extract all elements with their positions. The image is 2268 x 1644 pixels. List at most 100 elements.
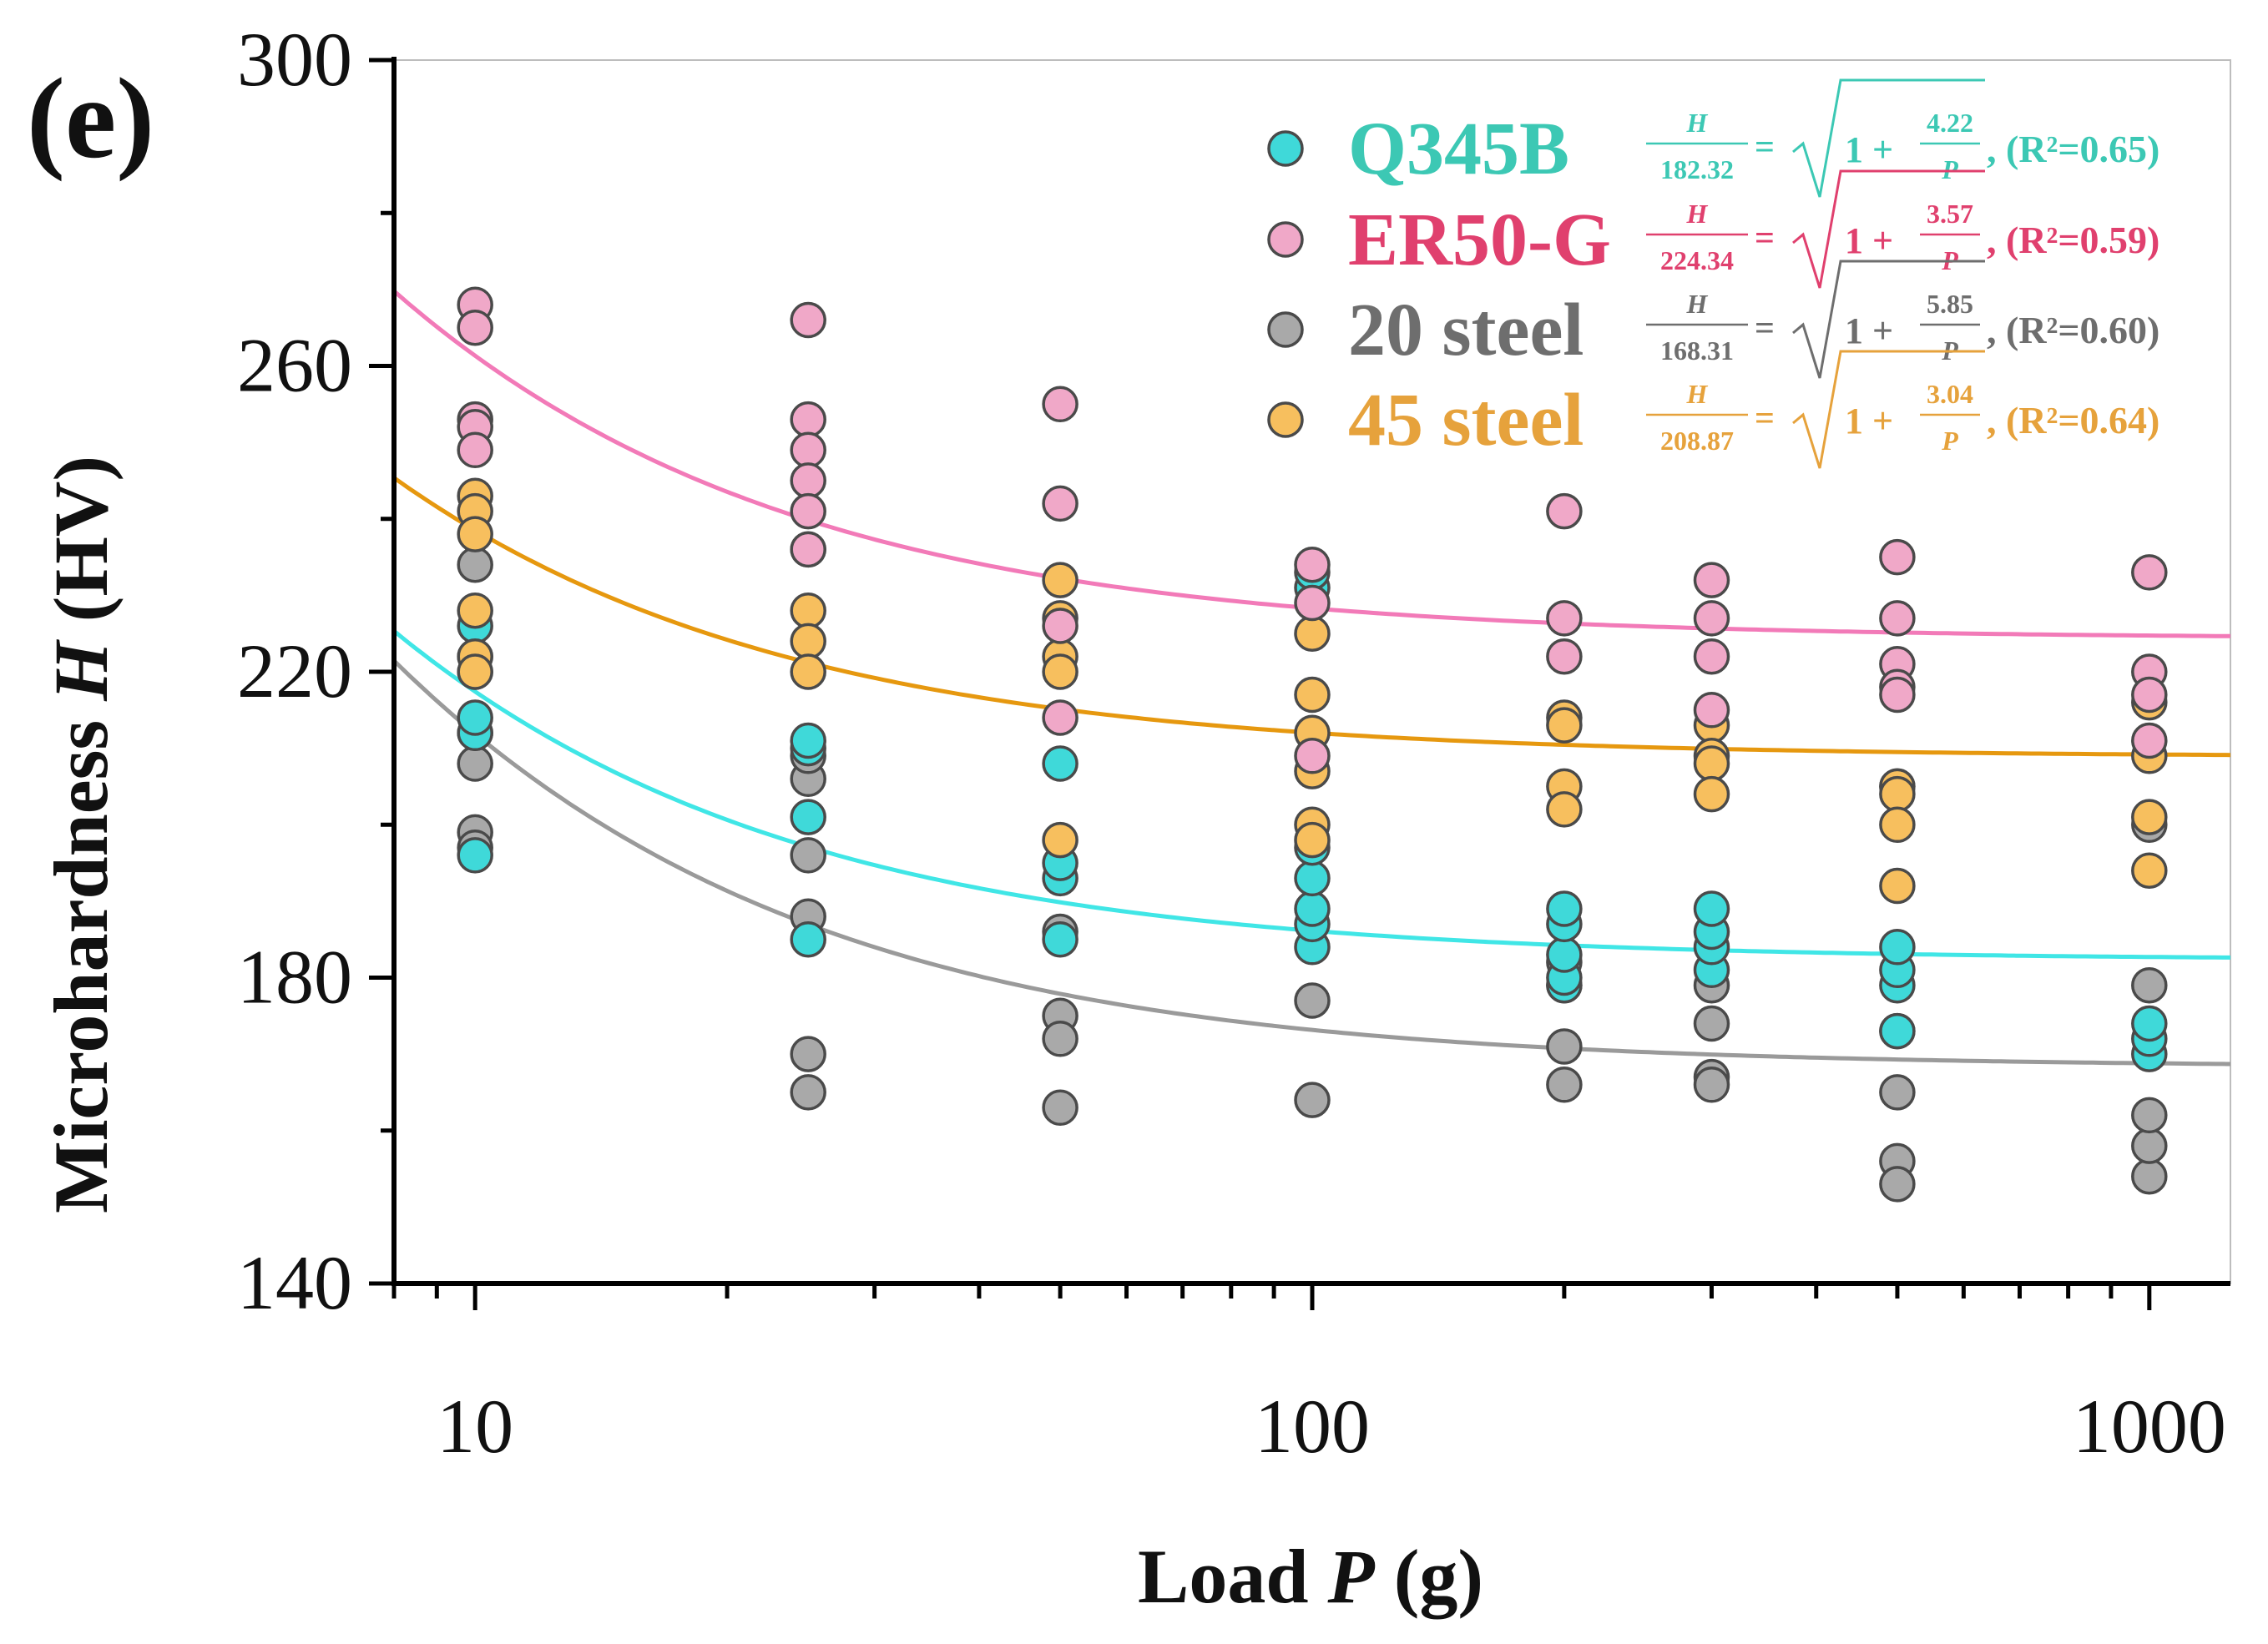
- data-point-20-steel: [1294, 1082, 1331, 1118]
- legend-label-er50-g: ER50-G: [1348, 199, 1611, 281]
- data-point-er50-g: [1879, 600, 1916, 637]
- legend-marker-er50-g: [1267, 221, 1304, 258]
- data-point-20-steel: [457, 546, 493, 583]
- data-point-45-steel: [1693, 775, 1730, 813]
- y-axis-label-unit: (HV): [38, 456, 124, 641]
- data-point-q345b: [790, 722, 826, 759]
- equation-equals: =: [1755, 310, 1775, 348]
- data-point-er50-g: [790, 431, 826, 469]
- equation-one-plus: 1 +: [1845, 220, 1893, 261]
- data-point-er50-g: [790, 492, 826, 530]
- equation-numerator: H: [1686, 289, 1709, 319]
- equation-load-variable: P: [1941, 154, 1958, 184]
- data-point-er50-g: [1294, 738, 1331, 774]
- y-tick-label: 300: [237, 17, 352, 102]
- data-point-45-steel: [457, 516, 493, 552]
- data-point-45-steel: [790, 653, 826, 690]
- legend-marker-45-steel: [1267, 401, 1304, 438]
- data-point-20-steel: [1546, 1067, 1583, 1103]
- data-point-20-steel: [457, 745, 493, 782]
- x-axis-label-variable: P: [1327, 1534, 1376, 1619]
- legend-equation-q345b: H 182.32 = 1 + 4.22 P , (R²=0.65): [1646, 78, 2159, 198]
- data-point-q345b: [1294, 860, 1331, 897]
- y-tick-label: 220: [237, 628, 352, 714]
- equation-sqrt-sign: [1792, 260, 1985, 379]
- panel-label: (e): [27, 54, 154, 182]
- data-point-20-steel: [2131, 1097, 2168, 1134]
- data-point-q345b: [1294, 890, 1331, 927]
- data-point-er50-g: [2131, 676, 2168, 714]
- data-point-er50-g: [1294, 546, 1331, 583]
- x-tick-label: 10: [437, 1384, 513, 1469]
- y-tick-label: 260: [237, 323, 352, 408]
- data-point-45-steel: [1546, 707, 1583, 744]
- data-point-20-steel: [1294, 982, 1331, 1019]
- data-point-q345b: [1879, 929, 1916, 966]
- equation-r-squared: , (R²=0.59): [1987, 219, 2159, 261]
- data-point-20-steel: [790, 1036, 826, 1072]
- data-point-er50-g: [1546, 638, 1583, 675]
- data-point-45-steel: [1042, 653, 1078, 690]
- equation-r-squared: , (R²=0.64): [1987, 399, 2159, 441]
- data-point-20-steel: [1879, 1074, 1916, 1111]
- data-point-er50-g: [790, 462, 826, 499]
- data-point-er50-g: [1042, 699, 1078, 736]
- data-point-er50-g: [790, 301, 826, 339]
- equation-sqrt-sign: [1792, 78, 1985, 198]
- equation-coefficient: 5.85: [1927, 289, 1973, 319]
- data-point-er50-g: [1546, 492, 1583, 530]
- data-point-20-steel: [1042, 1089, 1078, 1127]
- equation-one-plus: 1 +: [1845, 129, 1893, 170]
- data-point-er50-g: [1693, 600, 1730, 637]
- y-tick-label: 140: [237, 1240, 352, 1325]
- data-point-45-steel: [1294, 821, 1331, 859]
- equation-coefficient: 3.04: [1927, 379, 1973, 409]
- data-point-20-steel: [1546, 1028, 1583, 1065]
- data-point-45-steel: [2131, 852, 2168, 889]
- data-point-20-steel: [2131, 966, 2168, 1004]
- equation-equals: =: [1755, 400, 1775, 438]
- data-point-er50-g: [1546, 600, 1583, 637]
- data-point-er50-g: [790, 401, 826, 438]
- data-point-er50-g: [457, 309, 493, 346]
- equation-numerator: H: [1686, 199, 1709, 229]
- data-point-q345b: [2131, 1005, 2168, 1042]
- equation-denominator: 182.32: [1660, 154, 1734, 184]
- legend-marker-20-steel: [1267, 311, 1304, 348]
- data-point-er50-g: [1042, 485, 1078, 522]
- data-point-20-steel: [1693, 1067, 1730, 1103]
- equation-r-squared: , (R²=0.65): [1987, 128, 2159, 170]
- data-point-45-steel: [1693, 745, 1730, 782]
- fit-curve-20-steel: [392, 658, 2231, 1067]
- x-tick-label: 100: [1255, 1384, 1370, 1469]
- equation-numerator: H: [1686, 379, 1709, 409]
- data-point-q345b: [1546, 936, 1583, 973]
- y-tick-label: 180: [237, 935, 352, 1020]
- data-point-er50-g: [2131, 722, 2168, 759]
- data-point-20-steel: [790, 837, 826, 874]
- data-point-45-steel: [2131, 799, 2168, 835]
- equation-denominator: 224.34: [1660, 245, 1734, 275]
- equation-one-plus: 1 +: [1845, 310, 1893, 351]
- data-point-20-steel: [790, 1074, 826, 1111]
- equation-equals: =: [1755, 129, 1775, 167]
- data-point-45-steel: [1294, 676, 1331, 714]
- data-point-er50-g: [790, 531, 826, 568]
- equation-numerator: H: [1686, 108, 1709, 138]
- y-axis-label: Microhardness H (HV): [38, 456, 124, 1213]
- data-point-45-steel: [790, 592, 826, 629]
- data-point-q345b: [1042, 745, 1078, 782]
- x-axis-label-prefix: Load: [1138, 1534, 1328, 1619]
- equation-denominator: 208.87: [1660, 426, 1734, 456]
- data-point-45-steel: [1042, 821, 1078, 859]
- data-point-45-steel: [1879, 806, 1916, 844]
- equation-r-squared: , (R²=0.60): [1987, 309, 2159, 351]
- legend-marker-q345b: [1267, 130, 1304, 167]
- data-point-45-steel: [457, 592, 493, 629]
- equation-load-variable: P: [1941, 426, 1958, 456]
- data-point-er50-g: [1693, 638, 1730, 675]
- equation-sqrt-sign: [1792, 169, 1985, 289]
- data-point-q345b: [1693, 890, 1730, 927]
